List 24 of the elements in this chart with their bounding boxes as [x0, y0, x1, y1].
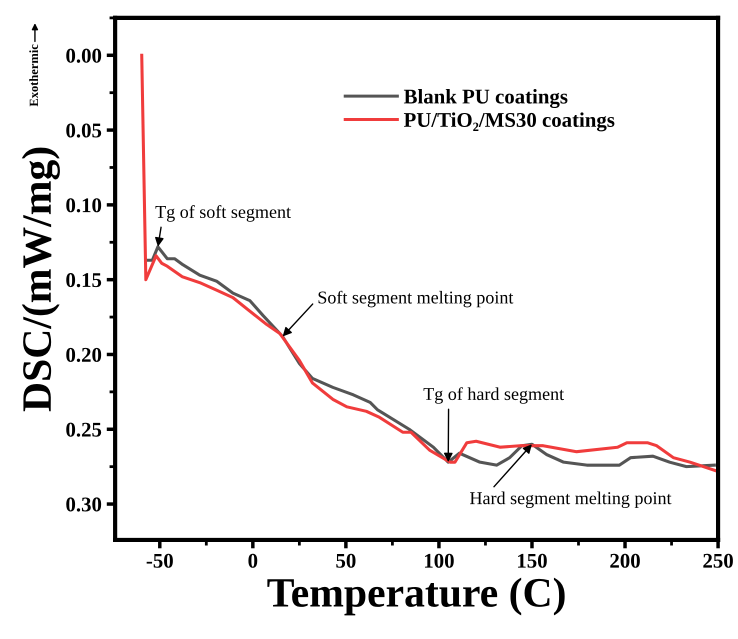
line-series [140, 54, 718, 473]
x-tick-label: 0 [248, 554, 258, 568]
legend-label: Blank PU coatings [404, 88, 568, 108]
x-tick-label: 150 [518, 554, 547, 568]
y-axis-title: DSC/(mW/mg) [22, 148, 60, 412]
legend-label: PU/TiO₂/MS30 coatings [404, 112, 614, 132]
y-tick-label: 0.25 [66, 422, 102, 437]
y-tick-label: 0.15 [66, 273, 102, 288]
x-tick-label: 100 [424, 554, 454, 568]
y-tick-label: 0.05 [66, 123, 102, 138]
x-axis-title: Temperature (C) [267, 578, 565, 616]
y-tick-label: 0.10 [66, 198, 102, 212]
annotation: Tg of hard segment [424, 387, 564, 404]
x-tick-label: 50 [336, 554, 356, 568]
x-tick-label: -50 [146, 554, 173, 568]
text: Exothermic [29, 44, 38, 106]
x-tick-label: 250 [703, 554, 733, 568]
y-tick-label: 0.30 [66, 497, 102, 512]
annotation: Tg of soft segment [155, 205, 291, 222]
annotation: Soft segment melting point [318, 290, 514, 308]
x-tick-label: 200 [610, 554, 640, 568]
annotation: Hard segment melting point [470, 492, 672, 508]
y-tick-label: 0.20 [66, 348, 102, 362]
y-tick-label: 0.00 [66, 48, 102, 63]
